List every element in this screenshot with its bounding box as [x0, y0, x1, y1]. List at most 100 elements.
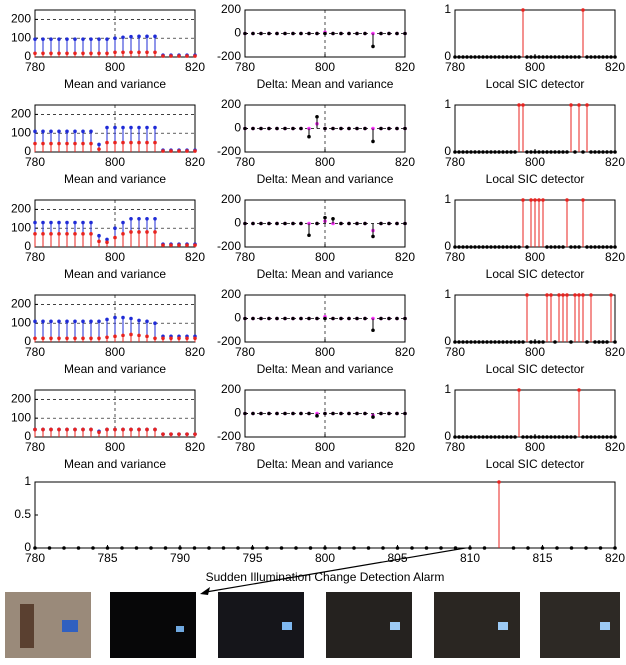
marker [331, 412, 335, 416]
marker [585, 245, 589, 249]
marker [363, 222, 367, 226]
marker [41, 221, 45, 225]
marker [73, 51, 77, 55]
marker [73, 320, 77, 324]
marker [41, 232, 45, 236]
marker [323, 317, 327, 321]
marker [49, 336, 53, 340]
marker [145, 230, 149, 234]
y-tick-label: 0.5 [14, 507, 31, 521]
x-tick-label: 805 [387, 551, 407, 565]
x-tick-label: 820 [605, 440, 625, 454]
marker [525, 245, 529, 249]
x-tick-label: 800 [315, 60, 335, 74]
marker [403, 317, 407, 321]
marker [81, 130, 85, 134]
marker [461, 55, 465, 59]
marker [473, 55, 477, 59]
marker [589, 55, 593, 59]
marker [323, 127, 327, 131]
marker [307, 233, 311, 237]
marker [395, 317, 399, 321]
marker [529, 340, 533, 344]
marker [81, 428, 85, 432]
marker [469, 245, 473, 249]
marker [81, 51, 85, 55]
marker [461, 435, 465, 439]
marker [89, 142, 93, 146]
marker [517, 55, 521, 59]
marker [129, 141, 133, 145]
marker [65, 130, 69, 134]
marker [569, 435, 573, 439]
marker [565, 293, 569, 297]
marker [347, 32, 351, 36]
marker [153, 321, 157, 325]
marker [565, 198, 569, 202]
marker [521, 103, 525, 107]
marker [291, 317, 295, 321]
marker [91, 546, 95, 550]
marker [339, 222, 343, 226]
marker [469, 340, 473, 344]
marker [299, 317, 303, 321]
marker [355, 222, 359, 226]
marker [453, 150, 457, 154]
x-tick-label: 800 [315, 440, 335, 454]
marker [465, 435, 469, 439]
marker [545, 55, 549, 59]
marker [513, 340, 517, 344]
marker [73, 221, 77, 225]
marker [371, 235, 375, 239]
x-axis-label: Local SIC detector [486, 77, 585, 91]
marker [465, 340, 469, 344]
x-tick-label: 780 [235, 60, 255, 74]
marker [33, 221, 37, 225]
marker [97, 336, 101, 340]
x-axis-label: Local SIC detector [486, 362, 585, 376]
marker [89, 428, 93, 432]
y-tick-label: 100 [11, 410, 31, 424]
marker [509, 150, 513, 154]
marker [605, 150, 609, 154]
x-tick-label: 820 [605, 155, 625, 169]
marker [259, 222, 263, 226]
y-tick-label: 0 [234, 311, 241, 325]
marker [97, 240, 101, 244]
marker [49, 37, 53, 41]
x-tick-label: 800 [105, 155, 125, 169]
marker [553, 150, 557, 154]
marker [545, 245, 549, 249]
marker [505, 340, 509, 344]
marker [593, 435, 597, 439]
marker [593, 245, 597, 249]
marker [291, 222, 295, 226]
marker [193, 432, 197, 436]
marker [331, 217, 335, 221]
marker [461, 150, 465, 154]
marker [453, 245, 457, 249]
marker [129, 35, 133, 39]
marker [331, 32, 335, 36]
marker [275, 127, 279, 131]
marker [137, 35, 141, 39]
marker [49, 428, 53, 432]
marker [49, 142, 53, 146]
marker [164, 546, 168, 550]
arrow-head [200, 587, 210, 595]
x-tick-label: 800 [315, 155, 335, 169]
marker [153, 428, 157, 432]
y-tick-label: 1 [24, 474, 31, 488]
marker [481, 435, 485, 439]
marker [403, 412, 407, 416]
marker [145, 320, 149, 324]
photo-screen [282, 622, 292, 630]
marker [65, 428, 69, 432]
x-tick-label: 800 [525, 250, 545, 264]
marker [512, 546, 516, 550]
marker [222, 546, 226, 550]
y-tick-label: 1 [444, 192, 451, 206]
marker [481, 55, 485, 59]
y-tick-label: 200 [221, 382, 241, 396]
marker [485, 55, 489, 59]
